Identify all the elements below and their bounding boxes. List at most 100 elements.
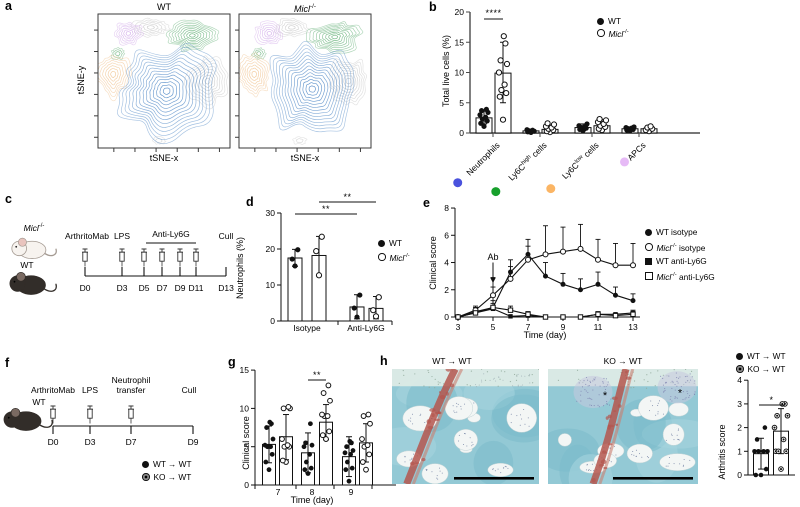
category-dot-4	[620, 157, 630, 167]
filled-circle-marker	[142, 460, 149, 468]
legend-item-micl: Micl-/-	[597, 27, 629, 39]
chart-b: 0 5 10 15 20 Neutrophils Ly6Chigh cells Ly6Clow…	[453, 7, 700, 197]
svg-text:20: 20	[266, 244, 276, 254]
svg-text:8: 8	[444, 203, 449, 213]
svg-text:4: 4	[737, 375, 742, 385]
tsne-title-micl: Micl-/-	[294, 3, 316, 14]
legend-item-micl: Micl-/-	[378, 251, 410, 263]
chart-g-x-axis-label: Time (day)	[290, 495, 334, 505]
legend-label: Micl-/-	[608, 28, 629, 39]
legend-item-micl-anti-ly6g: Micl-/- anti-Ly6G	[645, 270, 715, 282]
svg-text:1: 1	[737, 446, 742, 456]
panel-d-letter: d	[246, 195, 254, 209]
circle-dot-marker	[736, 365, 744, 373]
chart-d: 0 10 20 30 Isotype Anti-Ly6G ** **	[266, 192, 393, 333]
svg-text:**: **	[313, 370, 321, 380]
mouse-label-micl: Micl-/-	[23, 222, 45, 233]
mouse-icon-wt	[9, 271, 57, 295]
chart-e: 0 2 4 6 8 3 5 7 9 11 13 Ab	[444, 203, 640, 332]
svg-text:6: 6	[444, 230, 449, 240]
mouse-label-wt: WT	[20, 260, 34, 270]
event-label-arthritomab: ArthritoMab	[31, 385, 75, 395]
event-label-lps: LPS	[81, 385, 99, 395]
legend-label: WT anti-Ly6G	[656, 256, 707, 266]
panel-g-letter: g	[228, 355, 236, 369]
svg-text:*: *	[678, 388, 683, 400]
chart-e-x-axis-label: Time (day)	[523, 330, 567, 340]
legend-label: WT → WT	[747, 351, 786, 361]
svg-text:13: 13	[628, 322, 638, 332]
open-square-marker	[645, 272, 653, 280]
event-label-anti-ly6g: Anti-Ly6G	[152, 229, 190, 239]
chart-b-y-axis-label: Total live cells (%)	[441, 34, 451, 108]
circle-dot-marker	[142, 473, 150, 481]
histology-title-ko-wt: KO → WT	[603, 356, 643, 366]
chart-g-y-axis-label: Clinical score	[241, 416, 251, 470]
legend-label: Micl-/- anti-Ly6G	[656, 271, 715, 282]
svg-text:3: 3	[737, 399, 742, 409]
day-label-d0: D0	[79, 283, 91, 293]
svg-text:20: 20	[455, 7, 465, 17]
svg-text:Ly6Clow cells: Ly6Clow cells	[560, 140, 601, 181]
tsne-plot-wt	[94, 13, 231, 152]
day-label-d11: D11	[188, 283, 204, 293]
legend-label: WT → WT	[153, 459, 192, 469]
tsne-x-axis-label-micl: tSNE-x	[290, 153, 320, 163]
histology-wt-wt	[392, 369, 539, 484]
histology-ko-wt: * *	[548, 369, 698, 484]
category-dot-3	[546, 184, 556, 194]
event-label-cull: Cull	[181, 385, 197, 395]
svg-text:9: 9	[561, 322, 566, 332]
svg-text:0: 0	[737, 470, 742, 480]
mouse-label-wt: WT	[32, 397, 46, 407]
svg-text:Anti-Ly6G: Anti-Ly6G	[347, 323, 384, 333]
legend-label: KO → WT	[747, 364, 786, 374]
svg-text:15: 15	[240, 365, 250, 375]
svg-text:APCs: APCs	[625, 140, 647, 162]
svg-text:Ly6Chigh cells: Ly6Chigh cells	[506, 140, 548, 182]
panel-e-letter: e	[423, 196, 430, 210]
svg-text:3: 3	[456, 322, 461, 332]
open-circle-marker	[645, 243, 653, 251]
filled-circle-marker	[645, 228, 652, 236]
svg-text:**: **	[322, 204, 330, 214]
legend-item-wt: WT	[597, 16, 621, 26]
legend-item-wt-isotype: WT isotype	[645, 227, 697, 237]
category-dot-1	[453, 178, 463, 188]
svg-text:0: 0	[459, 128, 464, 138]
open-circle-marker	[597, 29, 605, 37]
tsne-plot-micl	[235, 13, 372, 152]
svg-text:7: 7	[276, 487, 281, 497]
legend-item-wt-to-wt: WT → WT	[142, 459, 192, 469]
filled-circle-marker	[597, 17, 604, 25]
day-label-d7: D7	[156, 283, 168, 293]
filled-circle-marker	[736, 352, 743, 360]
svg-text:****: ****	[485, 8, 501, 18]
svg-text:15: 15	[455, 37, 465, 47]
legend-item-ko-to-wt: KO → WT	[736, 364, 785, 374]
panel-f-letter: f	[5, 356, 10, 370]
filled-circle-marker	[378, 239, 385, 247]
svg-text:8: 8	[310, 487, 315, 497]
day-label-d3: D3	[116, 283, 128, 293]
day-label-d7: D7	[125, 437, 137, 447]
mouse-icon-micl	[11, 237, 57, 259]
svg-text:Ab: Ab	[487, 252, 498, 262]
category-dot-2	[491, 187, 501, 197]
event-label-arthritomab: ArthritoMab	[65, 231, 109, 241]
panel-a-letter: a	[5, 0, 12, 13]
open-circle-marker	[378, 253, 386, 261]
svg-text:2: 2	[444, 285, 449, 295]
day-label-d13: D13	[218, 283, 234, 293]
legend-item-wt: WT	[378, 238, 402, 248]
svg-text:Neutrophils: Neutrophils	[464, 140, 501, 177]
svg-text:7: 7	[526, 322, 531, 332]
panel-b-letter: b	[429, 0, 437, 14]
svg-text:11: 11	[594, 322, 603, 332]
panel-h-letter: h	[380, 354, 388, 368]
tsne-title-wt: WT	[157, 2, 171, 12]
day-label-d9: D9	[187, 437, 199, 447]
svg-text:5: 5	[244, 442, 249, 452]
